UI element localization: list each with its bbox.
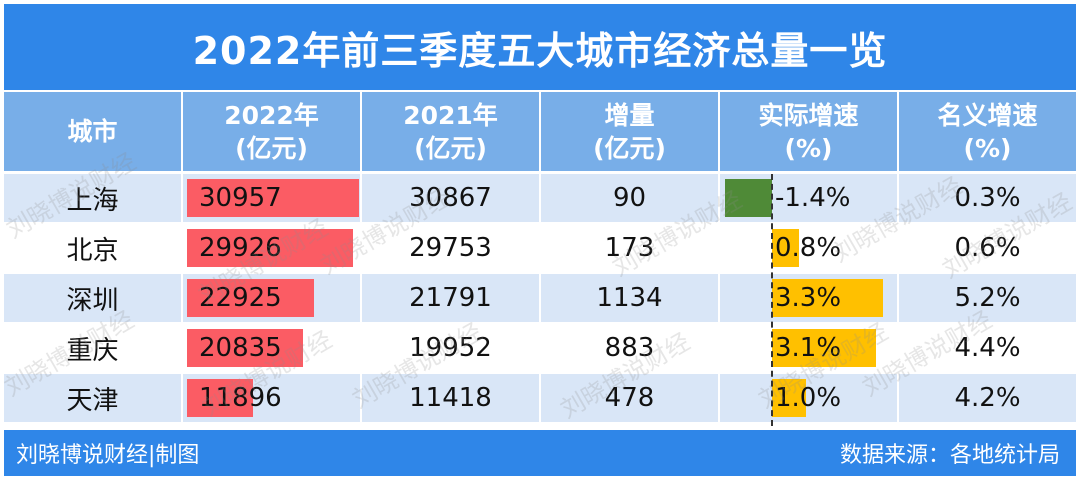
header-real-growth-line2: (%) <box>784 133 833 163</box>
value-2021: 30867 <box>409 183 492 213</box>
value-nominal-growth: 5.2% <box>954 283 1021 313</box>
bar-real-growth <box>772 279 883 317</box>
value-nominal-growth: 4.2% <box>954 383 1021 413</box>
grid-line <box>539 92 541 427</box>
bar-real-growth <box>772 229 799 267</box>
city-cell: 北京 <box>66 235 119 266</box>
header-increment-line2: (亿元) <box>593 133 666 163</box>
value-2021: 11418 <box>409 383 492 413</box>
grid-line <box>360 92 362 427</box>
header-increment-line1: 增量 <box>604 100 655 130</box>
bar-2022 <box>187 279 314 317</box>
header-2022: 2022年 (亿元) <box>183 92 360 171</box>
grid-line <box>4 322 1076 324</box>
value-increment: 478 <box>604 383 655 413</box>
footer-credit: 刘晓博说财经|制图 <box>16 443 200 468</box>
grid-line <box>4 171 1076 173</box>
value-2021: 21791 <box>409 283 492 313</box>
value-real-growth: 3.1% <box>775 333 842 363</box>
value-2021: 19952 <box>409 333 492 363</box>
city-cell: 上海 <box>66 185 119 216</box>
value-nominal-growth: 0.3% <box>954 183 1021 213</box>
city-cell: 重庆 <box>66 335 119 366</box>
header-2021-line2: (亿元) <box>414 133 487 163</box>
value-2022: 22925 <box>199 283 282 313</box>
header-2021-line1: 2021年 <box>403 100 498 130</box>
value-increment: 90 <box>612 183 647 213</box>
header-city-label: 城市 <box>67 117 118 146</box>
value-nominal-growth: 4.4% <box>954 333 1021 363</box>
grid-line <box>4 372 1076 374</box>
grid-line <box>4 272 1076 274</box>
value-real-growth: 3.3% <box>775 283 842 313</box>
header-increment: 增量 (亿元) <box>541 92 718 171</box>
bar-2022 <box>187 379 253 417</box>
bar-real-growth <box>725 179 772 217</box>
value-increment: 883 <box>604 333 655 363</box>
header-city: 城市 <box>4 92 181 171</box>
header-real-growth: 实际增速 (%) <box>720 92 897 171</box>
value-2022: 11896 <box>199 383 282 413</box>
city-cell: 深圳 <box>66 285 119 316</box>
value-real-growth: 1.0% <box>775 383 842 413</box>
grid-line <box>718 92 720 427</box>
footer-bar: 刘晓博说财经|制图 数据来源：各地统计局 <box>4 430 1076 476</box>
bar-real-growth <box>772 379 806 417</box>
header-2022-line2: (亿元) <box>235 133 308 163</box>
chart-title: 2022年前三季度五大城市经济总量一览 <box>4 4 1076 90</box>
value-nominal-growth: 0.6% <box>954 233 1021 263</box>
value-2022: 30957 <box>199 183 282 213</box>
value-increment: 173 <box>604 233 655 263</box>
header-2021: 2021年 (亿元) <box>362 92 539 171</box>
footer-source: 数据来源：各地统计局 <box>839 443 1060 468</box>
value-real-growth: 0.8% <box>775 233 842 263</box>
city-cell: 天津 <box>66 385 119 416</box>
zero-baseline <box>771 174 773 426</box>
value-increment: 1134 <box>596 283 663 313</box>
value-2022: 20835 <box>199 333 282 363</box>
bar-2022 <box>187 229 353 267</box>
header-nominal-growth-line2: (%) <box>963 133 1012 163</box>
header-real-growth-line1: 实际增速 <box>758 100 859 130</box>
chart-frame: 2022年前三季度五大城市经济总量一览 城市 2022年 (亿元) 2021年 … <box>0 4 1077 476</box>
header-2022-line1: 2022年 <box>224 100 319 130</box>
bar-real-growth <box>772 329 876 367</box>
bar-2022 <box>187 179 359 217</box>
bar-2022 <box>187 329 303 367</box>
grid-line <box>897 92 899 427</box>
grid-line <box>4 222 1076 224</box>
grid-line <box>181 92 183 427</box>
header-nominal-growth: 名义增速 (%) <box>899 92 1076 171</box>
value-real-growth: -1.4% <box>775 183 851 213</box>
header-nominal-growth-line1: 名义增速 <box>937 100 1038 130</box>
value-2021: 29753 <box>409 233 492 263</box>
value-2022: 29926 <box>199 233 282 263</box>
